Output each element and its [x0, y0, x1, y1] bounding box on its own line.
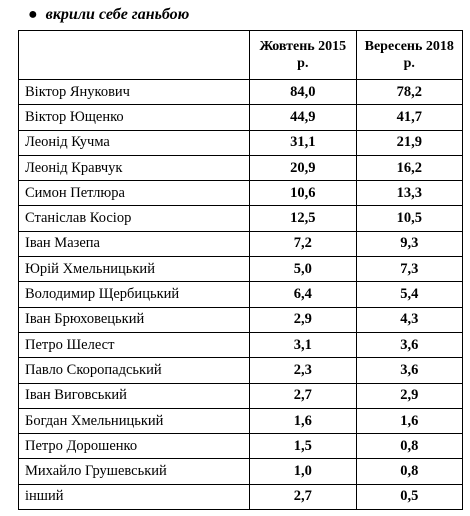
value-cell: 7,2	[249, 230, 357, 258]
name-cell: інший	[17, 483, 251, 511]
name-cell: Богдан Хмельницький	[17, 407, 251, 435]
value-cell: 20,9	[249, 154, 357, 182]
value-cell: 84,0	[249, 78, 357, 106]
name-cell: Петро Шелест	[17, 331, 251, 359]
heading: ● вкрили себе ганьбою	[28, 6, 189, 24]
value-cell: 1,6	[249, 407, 357, 435]
name-cell: Петро Дорошенко	[17, 433, 251, 460]
table-row: Володимир Щербицький 6,4 5,4	[17, 281, 464, 308]
value-cell: 7,3	[355, 256, 464, 283]
value-cell: 3,6	[355, 331, 464, 359]
name-cell: Станіслав Косіор	[17, 205, 251, 232]
name-cell: Леонід Кравчук	[17, 154, 251, 182]
table-row: Іван Виговський 2,7 2,9	[17, 382, 464, 409]
value-cell: 4,3	[355, 306, 464, 333]
bullet: ●	[28, 6, 38, 23]
name-cell: Віктор Ющенко	[17, 104, 251, 131]
value-cell: 2,9	[249, 306, 357, 333]
value-cell: 3,6	[355, 357, 464, 384]
name-cell: Іван Виговський	[17, 382, 251, 409]
value-cell: 1,5	[249, 433, 357, 460]
table-row: Віктор Янукович 84,0 78,2	[17, 78, 464, 106]
value-cell: 0,8	[355, 458, 464, 485]
value-cell: 1,0	[249, 458, 357, 485]
table-row: Михайло Грушевський 1,0 0,8	[17, 458, 464, 485]
value-cell: 10,6	[249, 180, 357, 207]
name-cell: Леонід Кучма	[17, 129, 251, 156]
value-cell: 13,3	[355, 180, 464, 207]
value-cell: 5,0	[249, 256, 357, 283]
header-cell	[17, 30, 251, 80]
table: Жовтень 2015 р. Вересень 2018 р. Віктор Ян…	[17, 30, 464, 511]
value-cell: 2,7	[249, 483, 357, 511]
value-cell: 78,2	[355, 78, 464, 106]
table-row: Павло Скоропадський 2,3 3,6	[17, 357, 464, 384]
name-cell: Іван Мазепа	[17, 230, 251, 258]
name-cell: Михайло Грушевський	[17, 458, 251, 485]
value-cell: 9,3	[355, 230, 464, 258]
name-cell: Симон Петлюра	[17, 180, 251, 207]
name-cell: Павло Скоропадський	[17, 357, 251, 384]
value-cell: 10,5	[355, 205, 464, 232]
header-cell: Вересень 2018 р.	[355, 30, 464, 80]
header-cell: Жовтень 2015 р.	[249, 30, 357, 80]
name-cell: Володимир Щербицький	[17, 281, 251, 308]
value-cell: 0,8	[355, 433, 464, 460]
value-cell: 2,7	[249, 382, 357, 409]
table-row: Петро Дорошенко 1,5 0,8	[17, 433, 464, 460]
value-cell: 2,3	[249, 357, 357, 384]
table-row: Іван Мазепа 7,2 9,3	[17, 230, 464, 258]
table-row: Іван Брюховецький 2,9 4,3	[17, 306, 464, 333]
value-cell: 16,2	[355, 154, 464, 182]
value-cell: 12,5	[249, 205, 357, 232]
heading-text: вкрили себе ганьбою	[45, 6, 190, 23]
table-row: Станіслав Косіор 12,5 10,5	[17, 205, 464, 232]
value-cell: 21,9	[355, 129, 464, 156]
header-row: Жовтень 2015 р. Вересень 2018 р.	[17, 30, 464, 80]
table-row: Петро Шелест 3,1 3,6	[17, 331, 464, 359]
table-row: інший 2,7 0,5	[17, 483, 464, 511]
value-cell: 44,9	[249, 104, 357, 131]
table-row: Віктор Ющенко 44,9 41,7	[17, 104, 464, 131]
value-cell: 1,6	[355, 407, 464, 435]
value-cell: 31,1	[249, 129, 357, 156]
value-cell: 5,4	[355, 281, 464, 308]
table-row: Симон Петлюра 10,6 13,3	[17, 180, 464, 207]
value-cell: 0,5	[355, 483, 464, 511]
value-cell: 3,1	[249, 331, 357, 359]
name-cell: Віктор Янукович	[17, 78, 251, 106]
table-row: Леонід Кучма 31,1 21,9	[17, 129, 464, 156]
name-cell: Юрій Хмельницький	[17, 256, 251, 283]
table-row: Юрій Хмельницький 5,0 7,3	[17, 256, 464, 283]
table-row: Богдан Хмельницький 1,6 1,6	[17, 407, 464, 435]
value-cell: 2,9	[355, 382, 464, 409]
name-cell: Іван Брюховецький	[17, 306, 251, 333]
table-row: Леонід Кравчук 20,9 16,2	[17, 154, 464, 182]
value-cell: 41,7	[355, 104, 464, 131]
value-cell: 6,4	[249, 281, 357, 308]
